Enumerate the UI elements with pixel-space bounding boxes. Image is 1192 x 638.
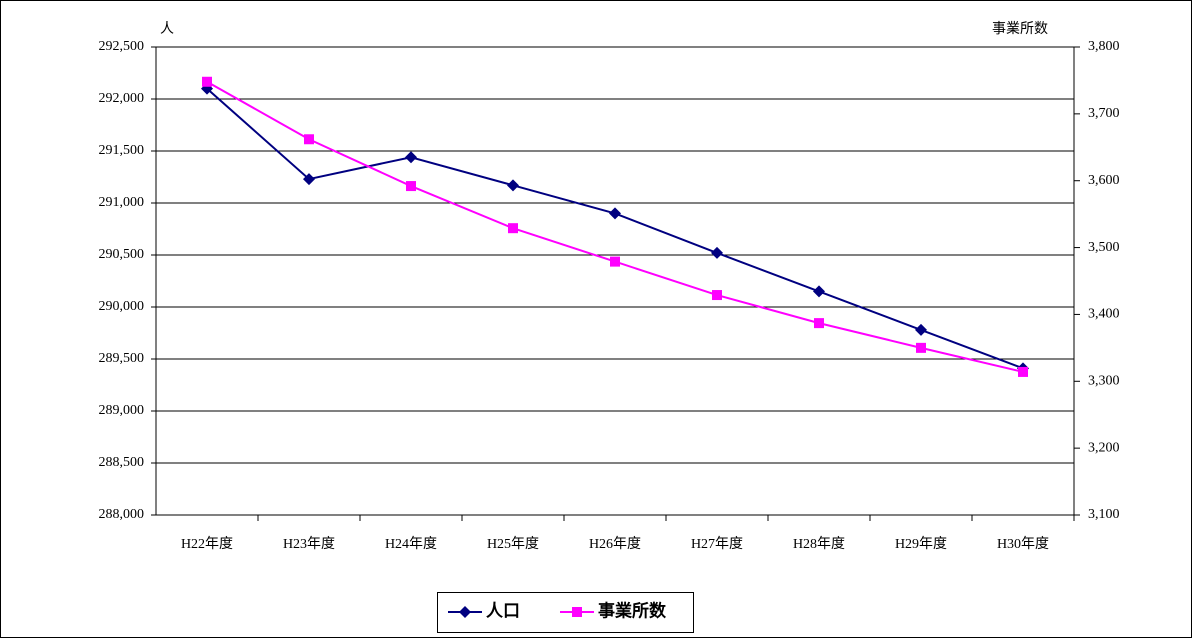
y2-tick-label: 3,600 (1088, 173, 1120, 188)
x-tick-label: H28年度 (793, 536, 845, 552)
y2-tick-label: 3,100 (1088, 507, 1120, 522)
x-tick-label: H25年度 (487, 536, 539, 552)
y-tick-label: 290,000 (99, 299, 145, 314)
y-tick-label: 292,000 (99, 91, 145, 106)
x-tick-label: H29年度 (895, 536, 947, 552)
x-tick-label: H30年度 (997, 536, 1049, 552)
y2-tick-label: 3,300 (1088, 374, 1120, 389)
y2-tick-label: 3,700 (1088, 106, 1120, 121)
y-tick-label: 289,500 (99, 351, 145, 366)
y-tick-label: 290,500 (99, 247, 145, 262)
y2-tick-label: 3,400 (1088, 307, 1120, 322)
point (507, 179, 519, 192)
x-tick-label: H22年度 (181, 536, 233, 552)
y-tick-label: 291,000 (99, 195, 145, 210)
point (202, 76, 212, 87)
legend-label: 事業所数 (598, 600, 667, 620)
point (609, 207, 621, 220)
y-axis-label: 人 (160, 21, 174, 37)
point (508, 223, 518, 234)
legend-label: 人口 (486, 601, 520, 620)
x-tick-label: H26年度 (589, 536, 641, 552)
point (813, 285, 825, 298)
x-tick-label: H23年度 (283, 536, 335, 552)
y-tick-label: 292,500 (99, 39, 145, 54)
point (1018, 366, 1028, 377)
point (304, 134, 314, 145)
y2-tick-label: 3,200 (1088, 440, 1120, 455)
point (916, 342, 926, 353)
point (459, 606, 471, 618)
y2-tick-label: 3,500 (1088, 240, 1120, 255)
y2-tick-label: 3,800 (1088, 39, 1120, 54)
point (712, 290, 722, 301)
y-tick-label: 289,000 (99, 403, 145, 418)
point (610, 256, 620, 267)
y-tick-label: 288,500 (99, 455, 145, 470)
point (405, 151, 417, 164)
point (303, 173, 315, 186)
point (406, 181, 416, 192)
x-tick-label: H27年度 (691, 536, 743, 552)
y-tick-label: 288,000 (99, 507, 145, 522)
point (915, 323, 927, 336)
point (572, 607, 582, 617)
x-tick-label: H24年度 (385, 536, 437, 552)
point (711, 246, 723, 259)
point (814, 318, 824, 329)
y-tick-label: 291,500 (99, 143, 145, 158)
y2-axis-label: 事業所数 (992, 21, 1048, 37)
